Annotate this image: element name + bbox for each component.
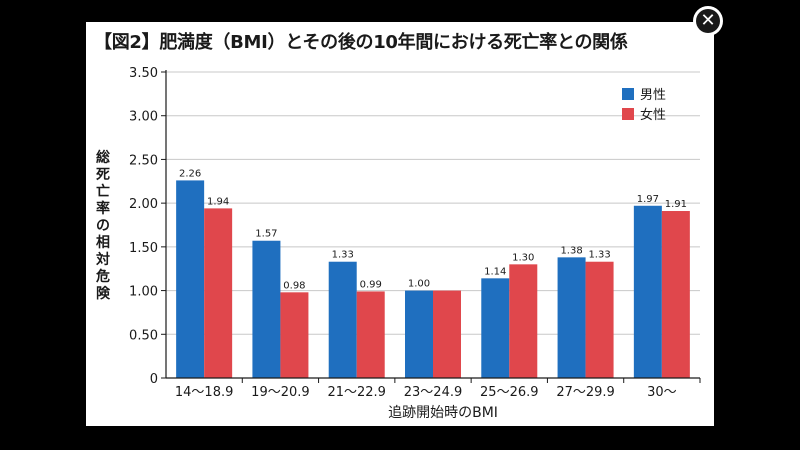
data-label: 1.94 <box>207 196 229 207</box>
data-label: 1.33 <box>332 250 354 261</box>
x-tick-label: 27〜29.9 <box>556 385 615 400</box>
y-tick-label: 1.50 <box>129 241 158 256</box>
data-label: 1.14 <box>484 266 506 277</box>
legend-label: 男性 <box>640 88 666 103</box>
x-tick-label: 30〜 <box>647 385 677 400</box>
close-button[interactable]: ✕ <box>693 6 723 36</box>
y-tick-label: 2.00 <box>129 197 158 212</box>
bar-male <box>481 278 510 378</box>
x-tick-label: 21〜22.9 <box>327 385 386 400</box>
x-axis-label: 追跡開始時のBMI <box>388 405 498 421</box>
y-tick-label: 3.00 <box>129 110 158 125</box>
legend-label: 女性 <box>640 107 666 123</box>
x-tick-label: 25〜26.9 <box>480 385 539 400</box>
x-tick-label: 19〜20.9 <box>251 385 310 400</box>
data-label: 1.00 <box>408 279 430 290</box>
chart-title: 【図2】肥満度（BMI）とその後の10年間における死亡率との関係 <box>94 32 628 53</box>
data-label: 2.26 <box>179 168 201 179</box>
close-icon: ✕ <box>696 9 720 33</box>
y-tick-label: 2.50 <box>129 153 158 168</box>
bar-female <box>204 208 233 378</box>
y-axis-label-char: 総 <box>96 149 110 166</box>
bar-male <box>176 180 205 378</box>
legend-swatch <box>622 88 634 100</box>
data-label: 1.30 <box>512 252 534 263</box>
y-tick-label: 1.00 <box>129 285 158 300</box>
data-label: 0.99 <box>360 279 382 290</box>
bar-female <box>280 292 309 378</box>
bar-male <box>633 205 662 378</box>
data-label: 1.91 <box>665 199 687 210</box>
bar-male <box>328 261 357 378</box>
y-tick-label: 3.50 <box>129 66 158 81</box>
y-tick-label: 0 <box>150 372 158 387</box>
legend-swatch <box>622 108 634 120</box>
y-axis-label-char: 亡 <box>96 183 110 200</box>
y-axis-label-char: 危 <box>95 268 110 285</box>
bar-male <box>252 240 281 378</box>
y-tick-label: 0.50 <box>129 328 158 343</box>
bar-female <box>356 291 385 378</box>
y-axis-label-char: 相 <box>96 234 110 251</box>
data-label: 1.57 <box>255 229 277 240</box>
y-axis-label-char: 死 <box>95 167 110 183</box>
data-label: 1.33 <box>588 250 610 261</box>
y-axis-label-char: 率 <box>96 200 110 217</box>
bar-female <box>585 261 614 378</box>
bar-female <box>661 211 690 378</box>
data-label: 0.98 <box>283 280 305 291</box>
data-label: 1.97 <box>637 194 659 205</box>
y-axis-label-char: 険 <box>96 285 111 302</box>
data-label: 1.38 <box>560 245 582 256</box>
bar-male <box>557 257 586 378</box>
bar-female <box>433 290 461 378</box>
y-axis-label-char: 対 <box>95 251 110 268</box>
bar-male <box>405 290 433 378</box>
bar-female <box>509 264 538 378</box>
x-tick-label: 23〜24.9 <box>404 385 463 400</box>
y-axis-label-char: の <box>96 218 110 234</box>
x-tick-label: 14〜18.9 <box>175 385 234 400</box>
